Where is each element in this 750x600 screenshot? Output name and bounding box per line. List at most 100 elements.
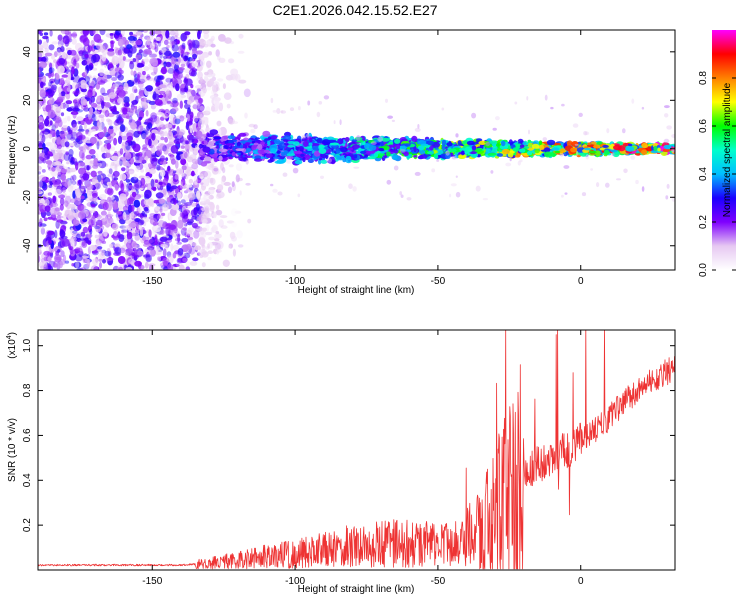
heatmap-cell <box>48 240 52 244</box>
heatmap-cell <box>237 244 244 248</box>
heatmap-cell <box>110 108 117 112</box>
heatmap-cell <box>180 199 186 204</box>
heatmap-cell <box>180 88 186 93</box>
heatmap-cell <box>265 153 273 158</box>
y-tick-label: 40 <box>22 46 33 58</box>
heatmap-cell <box>286 152 295 157</box>
heatmap-cell <box>196 190 201 199</box>
heatmap-cell <box>121 167 126 172</box>
heatmap-cell <box>92 214 96 219</box>
heatmap-cell <box>99 249 106 259</box>
heatmap-cell <box>94 114 101 121</box>
heatmap-cell <box>47 178 53 182</box>
heatmap-cell <box>435 149 444 156</box>
heatmap-cell <box>230 208 238 217</box>
heatmap-cell <box>561 194 564 198</box>
spectrogram-x-axis-label: Height of straight line (km) <box>298 285 415 296</box>
heatmap-cell <box>89 244 97 251</box>
heatmap-cell <box>85 94 92 99</box>
heatmap-cell <box>210 177 214 184</box>
heatmap-cell <box>141 133 147 139</box>
heatmap-cell <box>182 215 188 223</box>
heatmap-cell <box>129 106 136 115</box>
heatmap-cell <box>157 59 163 65</box>
heatmap-cell <box>80 231 86 237</box>
heatmap-cell <box>276 108 281 114</box>
spectrogram-frame <box>37 29 676 271</box>
heatmap-cell <box>142 144 148 149</box>
heatmap-cell <box>109 163 118 169</box>
heatmap-cell <box>191 60 199 68</box>
heatmap-cell <box>226 220 235 224</box>
heatmap-cell <box>144 261 149 269</box>
heatmap-cell <box>344 137 350 142</box>
heatmap-cell <box>287 144 295 148</box>
heatmap-cell <box>234 210 242 214</box>
heatmap-cell <box>184 68 193 74</box>
heatmap-cell <box>162 188 167 196</box>
heatmap-cell <box>94 179 99 188</box>
heatmap-cell <box>100 80 106 84</box>
heatmap-cell <box>178 75 185 79</box>
heatmap-cell <box>113 177 118 181</box>
heatmap-cell <box>126 132 134 138</box>
heatmap-cell <box>91 54 97 64</box>
heatmap-cell <box>138 81 144 89</box>
heatmap-cell <box>132 248 137 252</box>
heatmap-cell <box>420 143 429 147</box>
heatmap-cell <box>180 63 186 68</box>
heatmap-cell <box>134 179 143 189</box>
heatmap-cell <box>455 191 461 198</box>
heatmap-cell <box>393 165 399 171</box>
heatmap-cell <box>81 241 88 248</box>
heatmap-cell <box>231 151 236 157</box>
heatmap-cell <box>167 263 174 270</box>
heatmap-cell <box>48 44 55 51</box>
heatmap-cell <box>514 101 518 105</box>
heatmap-cell <box>121 135 129 141</box>
heatmap-cell <box>94 217 99 222</box>
heatmap-cell <box>207 141 215 147</box>
heatmap-cell <box>101 214 108 222</box>
heatmap-cell <box>54 161 62 166</box>
heatmap-cell <box>336 155 345 161</box>
heatmap-cell <box>283 139 289 143</box>
heatmap-cell <box>272 110 277 113</box>
heatmap-cell <box>298 146 304 151</box>
heatmap-cell <box>43 217 48 222</box>
heatmap-cell <box>41 134 46 144</box>
heatmap-cell <box>38 203 44 210</box>
heatmap-cell <box>146 36 151 46</box>
heatmap-cell <box>217 184 224 192</box>
heatmap-cell <box>455 133 459 138</box>
heatmap-cell <box>270 135 278 140</box>
heatmap-cell <box>54 263 59 268</box>
heatmap-cell <box>272 188 278 193</box>
heatmap-cell <box>107 50 115 56</box>
x-tick-label: -100 <box>285 276 305 287</box>
heatmap-cell <box>145 85 153 92</box>
heatmap-cell <box>626 146 635 152</box>
heatmap-cell <box>154 99 163 106</box>
heatmap-cell <box>85 64 93 71</box>
heatmap-cell <box>186 60 190 68</box>
heatmap-cell <box>160 66 167 75</box>
heatmap-cell <box>57 65 65 74</box>
heatmap-cell <box>518 148 526 153</box>
heatmap-cell <box>43 256 49 262</box>
heatmap-cell <box>426 140 435 146</box>
heatmap-cell <box>561 103 565 107</box>
heatmap-cell <box>388 142 394 145</box>
heatmap-cell <box>172 263 180 268</box>
heatmap-cell <box>156 120 164 128</box>
heatmap-cell <box>99 30 106 36</box>
heatmap-cell <box>196 111 204 119</box>
heatmap-cell <box>56 214 61 223</box>
heatmap-cell <box>203 32 209 40</box>
heatmap-cell <box>118 216 126 220</box>
heatmap-cell <box>377 153 386 156</box>
spectrogram-y-axis-label: Frequency (Hz) <box>7 116 18 185</box>
heatmap-cell <box>285 158 292 164</box>
heatmap-cell <box>115 30 121 36</box>
heatmap-cell <box>167 131 174 140</box>
